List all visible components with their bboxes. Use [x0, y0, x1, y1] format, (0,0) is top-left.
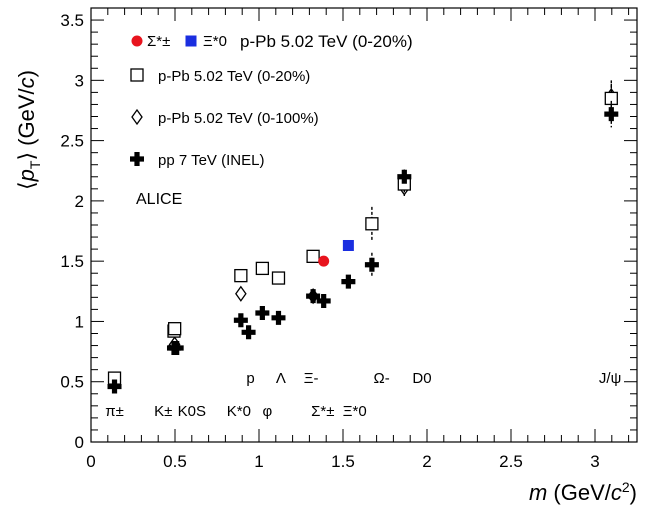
legend-entry-label: p-Pb 5.02 TeV (0-100%) [158, 110, 319, 127]
y-tick-label: 3 [75, 71, 84, 90]
data-point [365, 217, 379, 231]
series-4 [342, 239, 354, 251]
y-tick-label: 0 [75, 433, 84, 452]
data-point [271, 310, 286, 325]
particle-label: K*0 [227, 403, 251, 420]
data-point [255, 306, 270, 321]
data-point [271, 271, 286, 285]
particle-label: Ξ*0 [343, 403, 367, 420]
particle-labels: π± K± K0S K*0 φ Σ*± Ξ*0 p Λ Ξ- Ω- D0 J/ψ [105, 370, 621, 420]
axis-ticks [90, 7, 637, 443]
legend-entry-label: p-Pb 5.02 TeV (0-20%) [158, 68, 310, 85]
y-tick-label: 2.5 [60, 132, 84, 151]
x-tick-label: 1 [254, 452, 263, 471]
x-tick-label: 2.5 [499, 452, 523, 471]
legend-entry-label: pp 7 TeV (INEL) [158, 152, 264, 169]
particle-label: K± [154, 403, 172, 420]
data-point [364, 257, 379, 272]
data-point [234, 268, 248, 283]
y-tick-label: 1.5 [60, 252, 84, 271]
data-marks [107, 80, 619, 394]
legend-marker-sigma [131, 35, 143, 47]
y-tick-label: 3.5 [60, 11, 84, 30]
data-point [233, 313, 248, 328]
data-point [604, 107, 619, 122]
particle-label: J/ψ [599, 370, 621, 387]
x-tick-label: 2 [422, 452, 431, 471]
x-tick-label: 3 [590, 452, 599, 471]
alice-label: ALICE [136, 191, 182, 208]
particle-label: K0S [178, 403, 206, 420]
particle-label: φ [263, 403, 273, 420]
legend-marker [130, 152, 144, 166]
y-axis-label: ⟨pT⟩ (GeV/c) [14, 70, 43, 190]
particle-label: D0 [412, 370, 431, 387]
legend-combined-label: p-Pb 5.02 TeV (0-20%) [240, 32, 413, 51]
series-3 [318, 255, 330, 267]
y-tick-label: 0.5 [60, 373, 84, 392]
y-tick-label: 1 [75, 312, 84, 331]
data-point [306, 249, 320, 263]
data-point [241, 325, 256, 340]
data-point [235, 285, 247, 302]
y-tick-label: 2 [75, 192, 84, 211]
data-point [107, 379, 122, 394]
particle-label: p [246, 370, 254, 387]
data-point [169, 340, 184, 355]
x-tick-label: 1.5 [331, 452, 355, 471]
data-point [316, 293, 331, 308]
legend-marker-xi [185, 35, 197, 47]
x-axis-label: m (GeV/c2) [529, 479, 637, 505]
data-point [255, 261, 270, 276]
series-1 [107, 83, 618, 385]
legend-marker [131, 108, 143, 126]
data-point [342, 239, 354, 251]
data-point [168, 322, 182, 336]
particle-label: π± [105, 403, 124, 420]
legend: Σ*± Ξ*0 p-Pb 5.02 TeV (0-20%) p-Pb 5.02 TeV… [130, 32, 413, 169]
series-2 [107, 100, 619, 394]
particle-label: Λ [276, 370, 286, 387]
data-point [306, 289, 321, 304]
particle-label: Ω- [374, 370, 390, 387]
y-tick-labels: 0 0.5 1 1.5 2 2.5 3 3.5 [60, 11, 84, 452]
legend-marker [130, 68, 144, 82]
data-point [341, 274, 356, 289]
data-point [397, 169, 412, 184]
particle-label: Σ*± [311, 403, 334, 420]
particle-label: Ξ- [304, 370, 319, 387]
data-point [604, 91, 618, 106]
x-tick-labels: 0 0.5 1 1.5 2 2.5 3 [86, 452, 599, 471]
x-tick-label: 0 [86, 452, 95, 471]
x-tick-label: 0.5 [163, 452, 187, 471]
legend-sigma-label: Σ*± [147, 33, 170, 50]
legend-xi-label: Ξ*0 [203, 33, 227, 50]
data-point [318, 255, 330, 267]
